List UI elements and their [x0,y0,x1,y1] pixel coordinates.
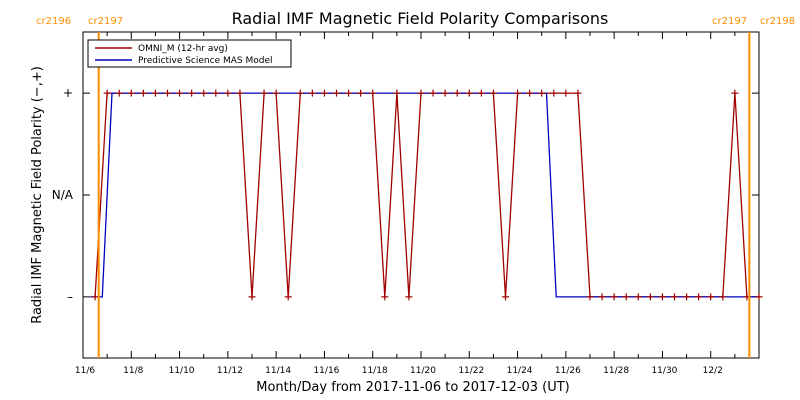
omni-data-point [441,89,449,97]
omni-data-point [164,89,171,97]
carrington-label-right-b: cr2198 [760,16,795,27]
x-tick-label: 11/20 [410,366,436,376]
x-tick-label: 11/22 [458,366,484,376]
omni-data-point [127,89,135,97]
carrington-label-left-a: cr2196 [36,16,71,27]
omni-data-point [610,293,618,301]
omni-data-point [333,89,340,97]
omni-data-point [296,89,304,97]
omni-data-point [103,89,111,97]
x-tick-label: 11/8 [123,366,143,376]
series-line-mas [90,92,759,298]
legend-label-mas: Predictive Science MAS Model [138,56,273,66]
omni-data-point [646,293,654,301]
omni-data-point [236,89,244,97]
omni-data-point [429,89,437,97]
omni-data-point [260,89,268,97]
x-tick-label: 11/16 [313,366,339,376]
omni-data-point [272,89,280,97]
omni-data-point [671,293,678,301]
omni-data-point [417,89,425,97]
y-tick-label: – [67,290,73,304]
x-tick-label: 11/26 [555,366,581,376]
omni-data-point [683,293,691,301]
x-tick-label: 11/24 [507,366,533,376]
omni-data-point [731,89,739,97]
x-tick-label: 11/12 [217,366,243,376]
y-axis-label: Radial IMF Magnetic Field Polarity (−,+) [30,66,45,324]
omni-data-point [453,89,461,97]
omni-data-point [405,293,413,301]
omni-data-point [357,89,365,97]
plot-frame [82,31,760,359]
omni-data-point [224,89,232,97]
omni-data-point [526,89,534,97]
omni-data-point [369,89,377,97]
x-tick-label: 11/14 [265,366,291,376]
omni-data-point [381,293,389,301]
omni-data-point [598,293,606,301]
omni-data-point [465,89,473,97]
omni-data-point [502,293,509,301]
plot-area: 11/6 11/8 11/10 11/12 11/14 11/16 11/18 11/20 11… [52,31,763,376]
omni-data-point [538,89,546,97]
x-tick-label: 11/18 [362,366,388,376]
omni-data-point [586,293,594,301]
omni-data-point [719,293,727,301]
y-tick-label: + [63,86,73,100]
omni-data-point [188,89,196,97]
y-tick-label: N/A [52,188,74,202]
omni-data-point [489,89,497,97]
legend: OMNI_M (12-hr avg) Predictive Science MA… [87,39,292,68]
carrington-label-right-a: cr2197 [712,16,747,27]
legend-box [87,39,292,68]
omni-data-point [320,89,328,97]
omni-data-point [514,89,522,97]
omni-data-point [115,89,123,97]
legend-label-omni: OMNI_M (12-hr avg) [138,44,228,54]
omni-data-point [707,293,715,301]
omni-data-point [622,293,630,301]
omni-data-point [634,293,642,301]
x-tick-label: 11/28 [603,366,629,376]
x-tick-label: 12/2 [703,366,723,376]
omni-data-point [574,89,582,97]
series-line-omni [94,92,759,298]
carrington-label-left-b: cr2197 [88,16,123,27]
x-tick-label: 11/10 [169,366,195,376]
omni-data-point [91,293,99,301]
omni-data-point [308,89,316,97]
chart-title: Radial IMF Magnetic Field Polarity Compa… [232,9,609,28]
omni-data-point [658,293,666,301]
omni-data-point [139,89,147,97]
omni-data-point [151,89,159,97]
x-tick-label: 11/6 [75,366,95,376]
omni-data-point [477,89,485,97]
omni-data-point [345,89,353,97]
omni-data-point [212,89,220,97]
omni-data-point [248,293,256,301]
omni-data-point [284,293,292,301]
x-axis-label: Month/Day from 2017-11-06 to 2017-12-03 … [256,380,569,395]
omni-data-point [393,89,401,97]
omni-data-point [755,293,763,301]
x-tick-label: 11/30 [651,366,677,376]
omni-data-point [695,293,703,301]
omni-data-point [176,89,184,97]
omni-data-point [550,89,558,97]
omni-data-point [200,89,208,97]
omni-data-point [562,89,570,97]
